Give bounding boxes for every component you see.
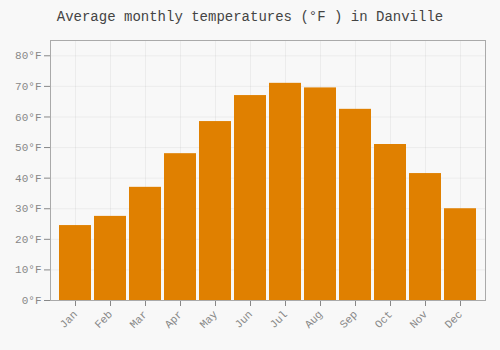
- svg-text:50°F: 50°F: [15, 142, 41, 154]
- svg-text:Mar: Mar: [128, 308, 150, 330]
- svg-text:Jun: Jun: [233, 308, 255, 330]
- svg-text:Jul: Jul: [268, 308, 290, 330]
- svg-text:Feb: Feb: [93, 308, 115, 330]
- svg-text:10°F: 10°F: [15, 264, 41, 276]
- svg-text:40°F: 40°F: [15, 173, 41, 185]
- svg-text:80°F: 80°F: [15, 50, 41, 62]
- svg-text:Sep: Sep: [338, 308, 360, 330]
- svg-text:Jan: Jan: [58, 308, 80, 330]
- svg-text:0°F: 0°F: [22, 295, 42, 307]
- svg-text:30°F: 30°F: [15, 203, 41, 215]
- svg-text:Dec: Dec: [443, 308, 465, 330]
- svg-text:70°F: 70°F: [15, 81, 41, 93]
- svg-text:Nov: Nov: [408, 308, 431, 331]
- svg-text:May: May: [198, 308, 221, 331]
- svg-text:Aug: Aug: [303, 308, 325, 330]
- svg-text:Oct: Oct: [373, 308, 395, 330]
- svg-text:Apr: Apr: [163, 308, 185, 330]
- html-text:Average monthly temperatures (: Average monthly temperatures (°F ) in Da…: [56, 9, 444, 25]
- svg-text:60°F: 60°F: [15, 111, 41, 123]
- svg-text:20°F: 20°F: [15, 234, 41, 246]
